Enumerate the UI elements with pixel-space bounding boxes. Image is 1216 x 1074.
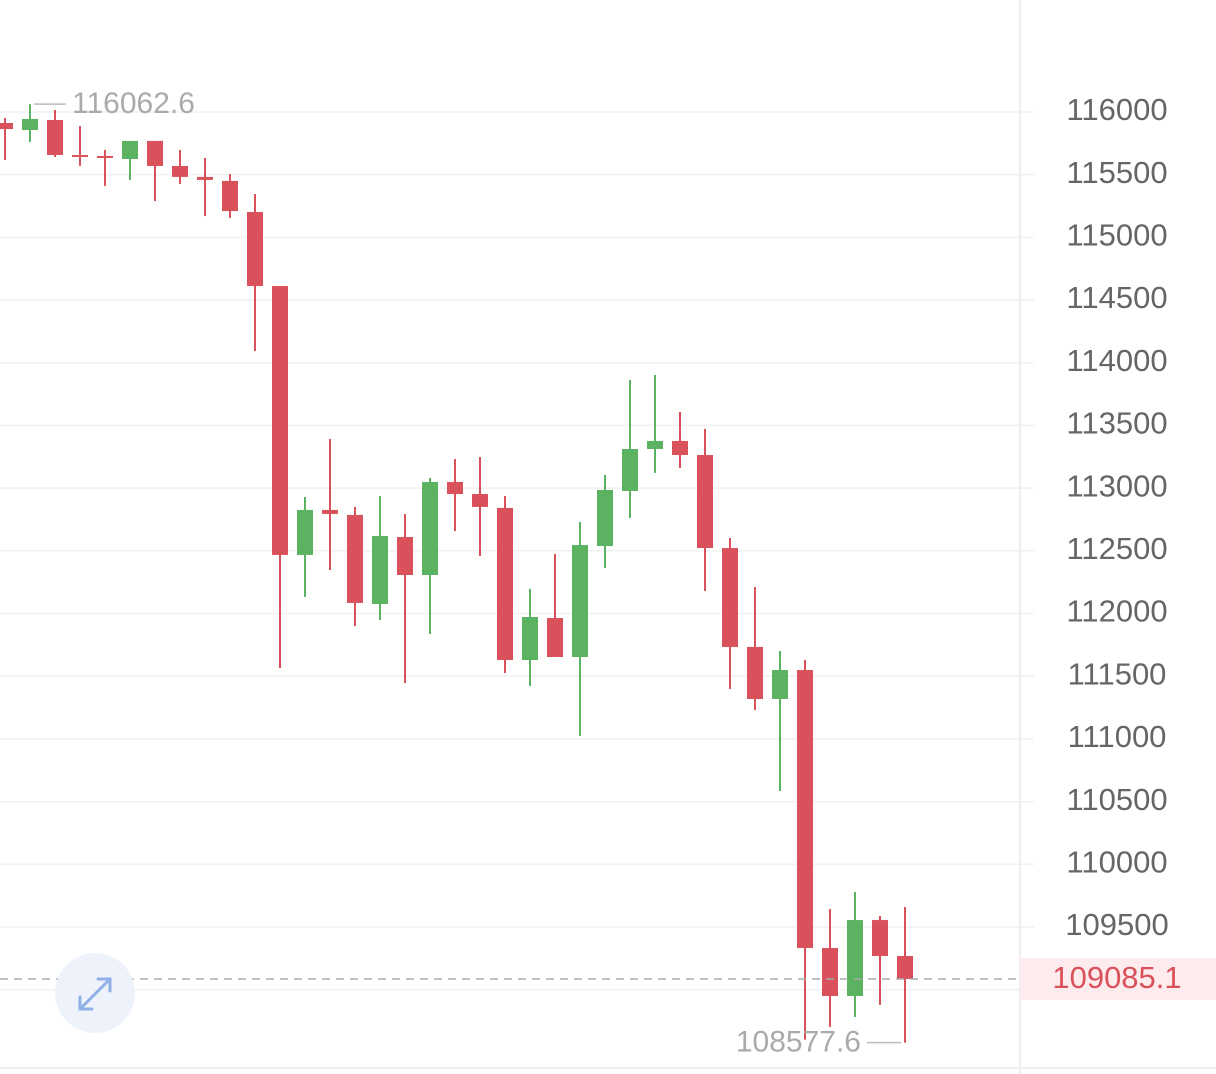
annotations: 116062.6 108577.6 109085.1 bbox=[0, 87, 1216, 1059]
y-tick-label: 114500 bbox=[1066, 280, 1167, 315]
candle-body bbox=[297, 509, 313, 555]
candle-body bbox=[872, 920, 888, 957]
candle-body bbox=[72, 154, 88, 157]
candle-body bbox=[322, 509, 338, 514]
y-tick-label: 112500 bbox=[1066, 531, 1167, 566]
candle-body bbox=[822, 948, 838, 997]
candle-body bbox=[247, 212, 263, 286]
candle-body bbox=[647, 440, 663, 449]
candle-body bbox=[597, 489, 613, 547]
y-tick-label: 116000 bbox=[1066, 92, 1167, 127]
last-price-label: 109085.1 bbox=[1052, 960, 1181, 995]
y-tick-label: 111000 bbox=[1068, 719, 1167, 754]
candle-body bbox=[847, 920, 863, 997]
candle-body bbox=[572, 545, 588, 657]
candle-body bbox=[497, 507, 513, 661]
candle-body bbox=[422, 481, 438, 575]
max-label: 116062.6 bbox=[72, 87, 195, 120]
candle-body bbox=[522, 617, 538, 661]
y-tick-label: 110000 bbox=[1066, 844, 1167, 879]
candle-body bbox=[897, 956, 913, 979]
candles bbox=[0, 104, 913, 1043]
y-tick-label: 110500 bbox=[1066, 782, 1167, 817]
y-tick-label: 112000 bbox=[1066, 594, 1167, 629]
candle-body bbox=[372, 536, 388, 604]
expand-button[interactable] bbox=[55, 953, 135, 1033]
grid bbox=[0, 111, 1034, 991]
y-tick-label: 113500 bbox=[1066, 406, 1167, 441]
candle-body bbox=[697, 455, 713, 549]
candle-body bbox=[547, 618, 563, 657]
y-tick-label: 115500 bbox=[1066, 155, 1167, 190]
candle-body bbox=[197, 176, 213, 180]
y-tick-label: 109500 bbox=[1065, 907, 1168, 942]
candle-body bbox=[447, 481, 463, 495]
candle-body bbox=[0, 122, 13, 130]
y-tick-label: 114000 bbox=[1066, 343, 1167, 378]
candle-body bbox=[122, 140, 138, 159]
y-tick-label: 113000 bbox=[1066, 468, 1167, 503]
candle-body bbox=[172, 166, 188, 177]
y-tick-label: 111500 bbox=[1068, 656, 1167, 691]
candle-body bbox=[47, 119, 63, 155]
candle-body bbox=[272, 285, 288, 555]
y-tick-label: 115000 bbox=[1066, 218, 1167, 253]
candle-body bbox=[722, 548, 738, 647]
candle-body bbox=[22, 118, 38, 131]
last-price-box bbox=[1020, 957, 1216, 1000]
candle-body bbox=[97, 155, 113, 158]
candle-body bbox=[622, 448, 638, 491]
candle-body bbox=[797, 670, 813, 949]
candle-body bbox=[672, 440, 688, 456]
candle-body bbox=[472, 494, 488, 507]
candle-body bbox=[222, 180, 238, 212]
candle-body bbox=[147, 140, 163, 167]
candle-body bbox=[347, 514, 363, 603]
candle-body bbox=[747, 646, 763, 700]
candle-body bbox=[772, 670, 788, 700]
min-label: 108577.6 bbox=[736, 1026, 861, 1059]
y-axis: 1090001095001100001105001110001115001120… bbox=[1065, 92, 1168, 1005]
expand-icon bbox=[78, 977, 112, 1011]
candle-body bbox=[397, 537, 413, 575]
